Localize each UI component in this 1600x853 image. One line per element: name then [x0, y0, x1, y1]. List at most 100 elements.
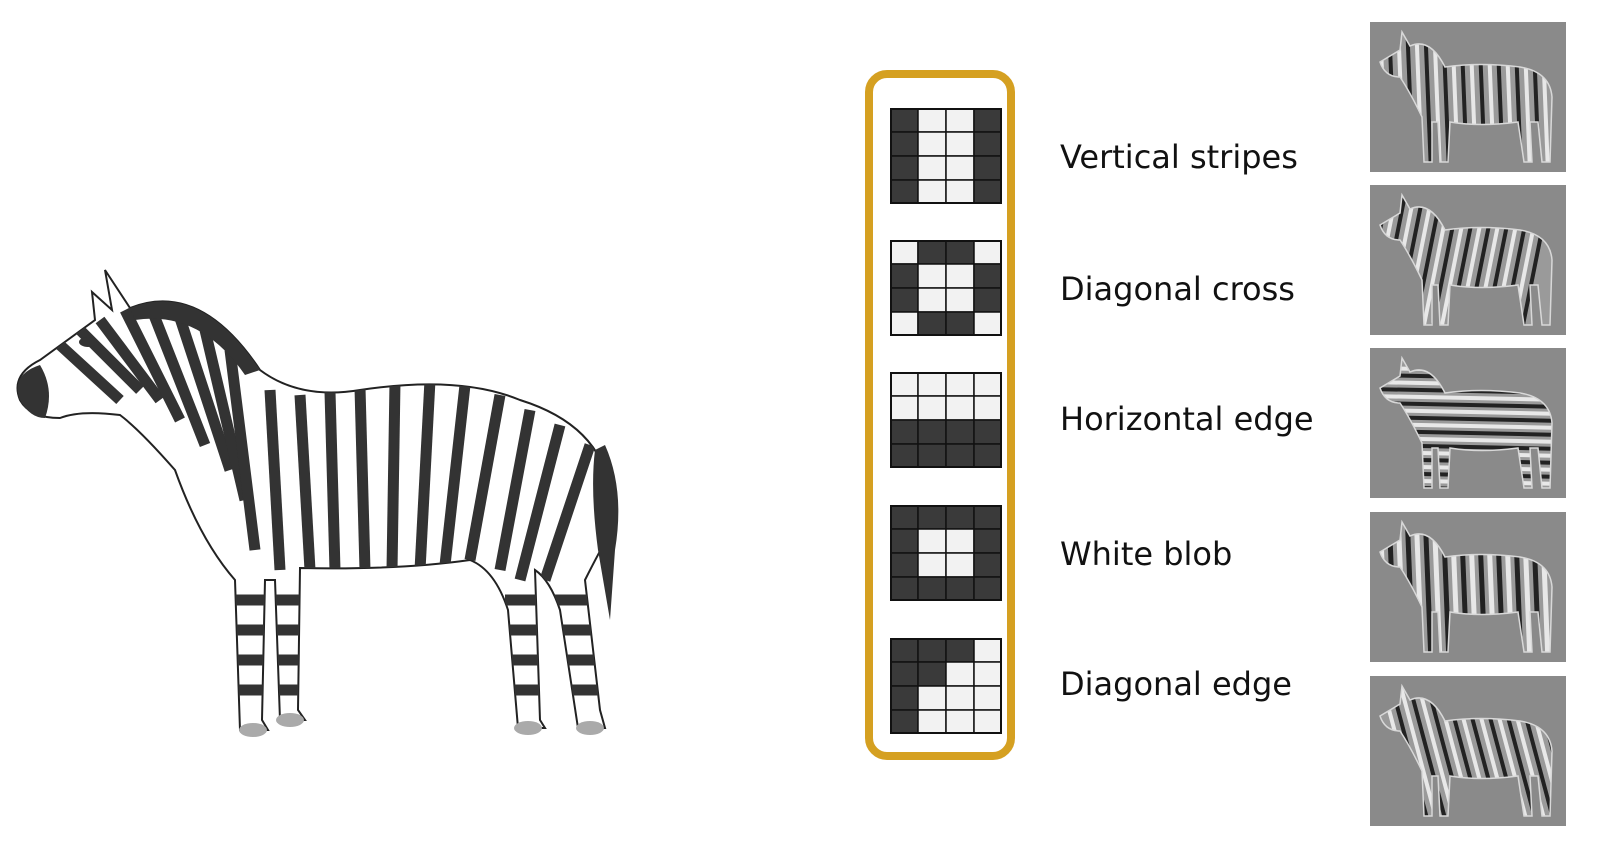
- kernel-cell: [890, 505, 919, 530]
- kernel-cell: [973, 311, 1002, 336]
- kernel-cell: [945, 638, 975, 663]
- kernel-cell: [917, 311, 947, 336]
- kernel-cell: [917, 552, 947, 578]
- response-outline: [1379, 29, 1553, 163]
- kernel-cell: [973, 528, 1002, 554]
- kernel-cell: [973, 685, 1002, 711]
- kernel-cell: [917, 685, 947, 711]
- kernel-cell: [973, 287, 1002, 313]
- kernel-cell: [973, 108, 1002, 133]
- kernel-cell: [890, 287, 919, 313]
- kernel-column-frame: [865, 70, 1015, 760]
- kernel-cell: [973, 552, 1002, 578]
- kernel-grid: [890, 108, 1002, 204]
- kernel-cell: [945, 443, 975, 468]
- kernel-cell: [945, 661, 975, 687]
- kernel-grid: [890, 240, 1002, 336]
- kernel-border: [890, 108, 1002, 204]
- response-map: [1370, 512, 1566, 662]
- kernel-cell: [917, 576, 947, 601]
- kernel-cell: [973, 576, 1002, 601]
- kernel-cell: [890, 240, 919, 265]
- kernel-cell: [917, 505, 947, 530]
- kernel-cell: [917, 240, 947, 265]
- response-map: [1370, 185, 1566, 335]
- kernel-cell: [890, 638, 919, 663]
- kernel-cell: [945, 709, 975, 734]
- kernel-cell: [890, 709, 919, 734]
- kernel-cell: [945, 108, 975, 133]
- kernel-cell: [945, 685, 975, 711]
- kernel-cell: [945, 372, 975, 397]
- response-outline: [1379, 519, 1553, 653]
- kernel-cell: [945, 131, 975, 157]
- kernel-cell: [890, 179, 919, 204]
- kernel-cell: [890, 443, 919, 468]
- kernel-border: [890, 240, 1002, 336]
- kernel-cell: [945, 240, 975, 265]
- response-outline: [1379, 355, 1553, 489]
- kernel-cell: [945, 179, 975, 204]
- kernel-cell: [973, 638, 1002, 663]
- filter-label: Vertical stripes: [1060, 138, 1298, 176]
- kernel-cell: [945, 311, 975, 336]
- kernel-cell: [973, 419, 1002, 445]
- response-outline: [1379, 192, 1553, 326]
- kernel-cell: [890, 131, 919, 157]
- filter-label: Diagonal cross: [1060, 270, 1295, 308]
- kernel-cell: [973, 709, 1002, 734]
- kernel-cell: [917, 443, 947, 468]
- kernel-cell: [917, 372, 947, 397]
- kernel-cell: [945, 505, 975, 530]
- kernel-cell: [945, 528, 975, 554]
- kernel-cell: [945, 287, 975, 313]
- response-map: [1370, 22, 1566, 172]
- kernel-cell: [973, 263, 1002, 289]
- kernel-cell: [890, 419, 919, 445]
- kernel-cell: [917, 661, 947, 687]
- kernel-cell: [945, 155, 975, 181]
- kernel-cell: [945, 419, 975, 445]
- kernel-cell: [890, 685, 919, 711]
- kernel-border: [890, 505, 1002, 601]
- zebra-illustration: [16, 269, 619, 737]
- response-map: [1370, 676, 1566, 826]
- filter-label: Horizontal edge: [1060, 400, 1314, 438]
- kernel-cell: [917, 638, 947, 663]
- kernel-cell: [890, 528, 919, 554]
- kernel-cell: [917, 155, 947, 181]
- kernel-cell: [945, 395, 975, 421]
- kernel-cell: [973, 395, 1002, 421]
- kernel-cell: [890, 263, 919, 289]
- kernel-cell: [945, 552, 975, 578]
- kernel-cell: [917, 395, 947, 421]
- kernel-cell: [973, 179, 1002, 204]
- kernel-cell: [973, 155, 1002, 181]
- kernel-cell: [973, 240, 1002, 265]
- kernel-cell: [890, 661, 919, 687]
- kernel-grid: [890, 372, 1002, 468]
- kernel-grid: [890, 638, 1002, 734]
- response-map: [1370, 348, 1566, 498]
- kernel-cell: [890, 576, 919, 601]
- kernel-cell: [890, 155, 919, 181]
- kernel-cell: [890, 395, 919, 421]
- kernel-cell: [917, 179, 947, 204]
- kernel-grid: [890, 505, 1002, 601]
- kernel-cell: [973, 443, 1002, 468]
- kernel-cell: [917, 263, 947, 289]
- kernel-border: [890, 638, 1002, 734]
- kernel-cell: [890, 311, 919, 336]
- kernel-cell: [917, 131, 947, 157]
- kernel-cell: [890, 108, 919, 133]
- kernel-cell: [890, 552, 919, 578]
- kernel-cell: [917, 108, 947, 133]
- filter-label: White blob: [1060, 535, 1233, 573]
- kernel-cell: [973, 372, 1002, 397]
- kernel-border: [890, 372, 1002, 468]
- kernel-cell: [917, 528, 947, 554]
- kernel-cell: [917, 709, 947, 734]
- kernel-cell: [973, 131, 1002, 157]
- kernel-cell: [945, 576, 975, 601]
